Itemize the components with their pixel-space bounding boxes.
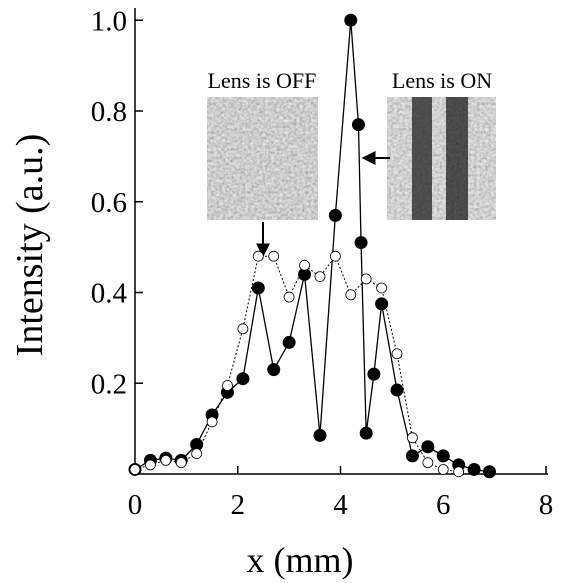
y-tick-label: 1.0 — [91, 5, 127, 37]
data-point — [436, 449, 450, 463]
data-point — [268, 250, 280, 262]
series-line — [134, 255, 459, 473]
data-point — [191, 448, 203, 459]
data-point — [252, 250, 264, 262]
data-point — [390, 383, 404, 397]
data-point — [267, 363, 281, 377]
x-tick-label: 2 — [231, 489, 246, 521]
data-point — [314, 271, 326, 283]
data-point — [467, 462, 481, 476]
data-point — [345, 289, 357, 301]
x-tick-label: 4 — [333, 489, 348, 521]
y-tick-label: 0.8 — [91, 96, 127, 128]
data-point — [407, 432, 418, 444]
data-point — [160, 454, 172, 466]
data-point — [421, 440, 435, 454]
x-tick-label: 8 — [539, 489, 554, 521]
x-tick-label: 6 — [436, 489, 451, 521]
data-point — [283, 291, 295, 303]
data-point — [360, 273, 372, 285]
y-tick-label: 0.2 — [91, 368, 127, 400]
annotation: Lens is ON — [392, 68, 492, 93]
data-point — [237, 323, 249, 335]
x-axis-label: x (mm) — [247, 540, 354, 580]
data-point — [391, 348, 403, 360]
y-tick-label: 0.4 — [91, 278, 128, 310]
data-point — [129, 464, 141, 475]
data-point — [376, 282, 388, 294]
y-tick-label: 0.6 — [91, 187, 127, 219]
data-point — [359, 426, 373, 440]
data-point — [351, 118, 365, 132]
data-point — [222, 380, 233, 391]
data-point — [367, 367, 381, 381]
data-point — [299, 259, 310, 271]
data-point — [145, 459, 156, 471]
data-point — [375, 297, 389, 311]
data-point — [251, 281, 265, 295]
inset-on — [387, 97, 496, 220]
data-point — [282, 335, 296, 349]
data-point — [328, 208, 342, 222]
data-point — [482, 465, 496, 479]
data-point — [437, 464, 449, 475]
x-tick-label: 0 — [128, 489, 143, 521]
data-point — [329, 250, 341, 262]
y-axis-label: Intensity (a.u.) — [9, 134, 51, 357]
data-point — [354, 236, 368, 250]
data-point — [313, 428, 327, 442]
data-point — [344, 13, 358, 27]
data-point — [236, 372, 250, 386]
annotation: Lens is OFF — [208, 68, 317, 93]
inset-off — [207, 97, 318, 220]
data-point — [175, 457, 187, 469]
data-point — [422, 457, 434, 469]
data-point — [453, 466, 465, 478]
data-point — [405, 449, 419, 463]
data-point — [206, 416, 218, 428]
